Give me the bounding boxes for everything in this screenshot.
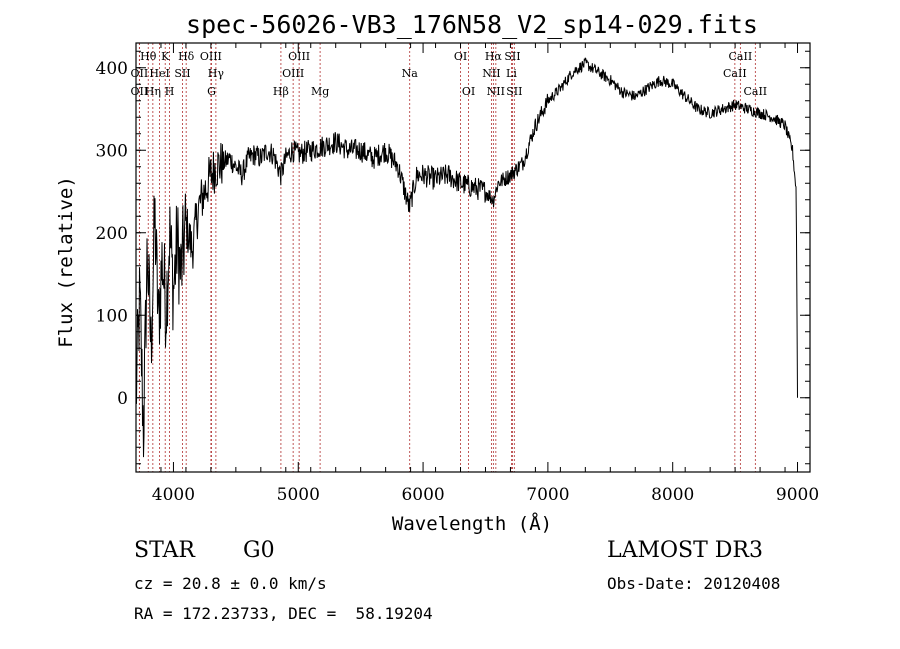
plot-frame (135, 42, 811, 473)
marker-label: OI (462, 85, 475, 98)
marker-label: Hδ (178, 50, 195, 63)
y-tick-label: 0 (117, 389, 128, 409)
marker-label: H (165, 85, 175, 98)
marker-label: NII (482, 67, 500, 80)
marker-label: SII (174, 67, 190, 80)
obs-date-text: Obs-Date: 20120408 (607, 574, 781, 593)
marker-label: Hη (145, 85, 161, 98)
redshift-text: cz = 20.8 ± 0.0 km/s (134, 574, 327, 593)
y-axis-ticks: 0 100 200 300 400 (96, 50, 810, 465)
marker-label: Hα (485, 50, 503, 63)
marker-lines (138, 43, 756, 472)
marker-label: OIII (200, 50, 222, 63)
marker-label: Na (402, 67, 419, 80)
x-tick-label: 4000 (152, 485, 195, 505)
marker-label: OI (454, 50, 467, 63)
coordinates-text: RA = 172.23733, DEC = 58.19204 (134, 604, 433, 623)
marker-label: Hβ (273, 85, 289, 98)
y-tick-label: 300 (96, 141, 128, 161)
marker-label: OII (131, 85, 149, 98)
marker-label: Mg (311, 85, 329, 98)
marker-label: CaII (729, 50, 753, 63)
marker-label: Hθ (140, 50, 157, 63)
marker-label: OIII (282, 67, 304, 80)
marker-label: CaII (743, 85, 767, 98)
x-tick-label: 9000 (776, 485, 819, 505)
marker-label: NII (487, 85, 505, 98)
y-tick-label: 100 (96, 306, 128, 326)
object-subclass: G0 (243, 538, 275, 563)
object-class: STAR (134, 538, 195, 563)
marker-label: SII (504, 50, 520, 63)
marker-label: OIII (288, 50, 310, 63)
x-axis-label: Wavelength (Å) (392, 512, 552, 535)
x-tick-label: 6000 (401, 485, 444, 505)
x-tick-label: 5000 (277, 485, 320, 505)
marker-label: OII (131, 67, 149, 80)
survey-name: LAMOST DR3 (607, 538, 763, 563)
marker-label: HeI (149, 67, 169, 80)
spectrum-line (135, 57, 798, 458)
y-tick-label: 200 (96, 224, 128, 244)
y-tick-label: 400 (96, 59, 128, 79)
marker-label: K (161, 50, 170, 63)
marker-label: Li (506, 67, 517, 80)
marker-label: CaII (723, 67, 747, 80)
chart-title: spec-56026-VB3_176N58_V2_sp14-029.fits (186, 10, 758, 39)
x-tick-label: 8000 (651, 485, 694, 505)
marker-label: SII (506, 85, 522, 98)
marker-label: Hγ (208, 67, 225, 80)
y-axis-label: Flux (relative) (55, 176, 77, 348)
x-axis-ticks: 4000 5000 6000 7000 8000 9000 (135, 43, 819, 505)
marker-label: G (207, 85, 216, 98)
x-tick-label: 7000 (526, 485, 569, 505)
